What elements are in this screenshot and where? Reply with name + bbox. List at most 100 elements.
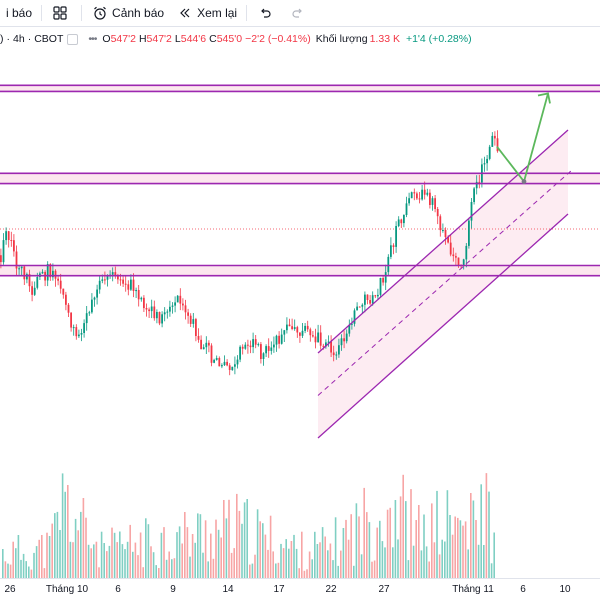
candle-body — [195, 319, 197, 336]
candle-body — [197, 336, 200, 340]
legend-checkbox[interactable] — [67, 33, 79, 45]
volume-bar — [108, 545, 111, 578]
candle-body — [296, 327, 299, 333]
volume-bar — [423, 514, 425, 578]
candle-body — [163, 312, 166, 315]
replay-button[interactable]: Xem lại — [170, 0, 243, 26]
volume-bar — [405, 501, 407, 578]
candle-body — [306, 325, 309, 330]
volume-bar — [98, 567, 100, 578]
volume-bar — [342, 528, 345, 578]
volume-bar — [282, 548, 285, 578]
volume-bar — [12, 541, 14, 578]
volume-bar — [134, 542, 137, 578]
volume-bar — [116, 542, 118, 578]
replay-label: Xem lại — [197, 6, 238, 20]
candle-body — [106, 275, 109, 280]
volume-bar — [241, 523, 243, 578]
candle-body — [88, 312, 91, 314]
candle-body — [288, 324, 291, 327]
redo-button[interactable] — [283, 0, 316, 26]
candle-body — [36, 277, 39, 288]
volume-bar — [389, 507, 391, 578]
candle-body — [340, 338, 343, 346]
volume-bar — [464, 521, 467, 578]
candle-body — [351, 323, 353, 325]
volume-bar — [194, 542, 196, 578]
time-axis[interactable]: 26 Tháng 10 6 9 14 17 22 27 Tháng 11 6 10 — [0, 578, 600, 601]
alert-button[interactable]: Cảnh báo — [85, 0, 170, 26]
volume-bar — [438, 554, 441, 578]
undo-button[interactable] — [250, 0, 283, 26]
legend-dots-icon[interactable]: ••• — [88, 33, 97, 45]
volume-bar — [204, 520, 207, 578]
x-tick-label: 6 — [520, 584, 526, 595]
candle-body — [62, 288, 65, 295]
volume-bar — [483, 545, 485, 578]
volume-bar — [220, 537, 222, 578]
candle-body — [104, 279, 106, 281]
legend-open-value: 547'2 — [110, 33, 136, 45]
volume-bar — [171, 559, 173, 578]
candle-body — [408, 198, 410, 204]
volume-bar — [2, 549, 4, 578]
volume-bar — [363, 487, 365, 578]
volume-bar — [493, 532, 495, 578]
alarm-clock-icon — [91, 4, 109, 22]
volume-bar — [399, 496, 402, 578]
candle-body — [70, 312, 72, 328]
candle-body — [5, 231, 7, 241]
candle-body — [291, 326, 293, 329]
volume-bar — [288, 548, 290, 578]
candle-body — [223, 361, 226, 366]
alerts-partial-button[interactable]: i báo — [0, 0, 38, 26]
candle-body — [247, 344, 249, 346]
candle-body — [254, 339, 257, 345]
volume-bar — [119, 531, 121, 578]
candle-body — [213, 359, 215, 363]
volume-bar — [129, 524, 131, 578]
channel-upper-line — [317, 129, 569, 354]
candle-body — [54, 270, 57, 279]
candle-body — [400, 219, 403, 224]
candle-body — [234, 364, 236, 367]
volume-bar — [353, 565, 355, 578]
volume-bar — [225, 518, 228, 578]
volume-bar — [25, 561, 27, 578]
volume-bar — [392, 547, 394, 578]
grid-icon — [51, 4, 69, 22]
volume-bar — [368, 522, 371, 578]
volume-bar — [462, 525, 464, 578]
candle-body — [390, 245, 392, 257]
candle-body — [366, 294, 369, 300]
candle-body — [78, 334, 80, 337]
candle-body — [473, 188, 475, 202]
candle-body — [377, 294, 379, 297]
price-chart[interactable] — [0, 0, 600, 578]
volume-bar — [329, 543, 332, 578]
volume-bar — [236, 493, 238, 578]
volume-bar — [410, 489, 412, 578]
layout-grid-button[interactable] — [45, 0, 78, 26]
candle-body — [426, 192, 429, 195]
candle-body — [96, 289, 98, 298]
volume-bar — [168, 551, 170, 578]
volume-bar — [293, 534, 295, 578]
candle-body — [491, 135, 494, 147]
candle-body — [26, 274, 28, 280]
alerts-partial-label: i báo — [6, 6, 33, 20]
volume-bar — [366, 512, 368, 578]
volume-bar — [459, 520, 462, 578]
candle-body — [384, 272, 387, 283]
candle-body — [244, 344, 247, 349]
candle-body — [28, 274, 31, 287]
volume-bar — [121, 544, 124, 578]
volume-bar — [470, 493, 472, 578]
candle-body — [361, 304, 364, 307]
candle-body — [249, 345, 252, 348]
candle-body — [488, 146, 491, 159]
candle-body — [75, 327, 78, 337]
volume-bar — [137, 555, 139, 578]
candle-body — [280, 334, 283, 344]
candle-body — [252, 339, 254, 348]
